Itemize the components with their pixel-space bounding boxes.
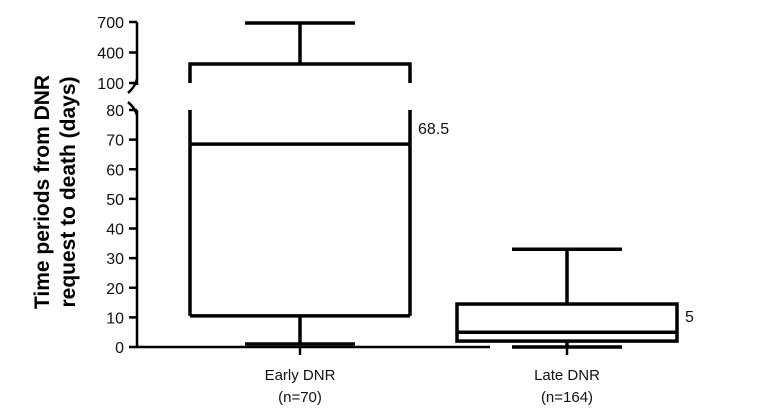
y-axis-label-line-1: Time periods from DNR (31, 75, 54, 309)
y-tick-label: 40 (106, 222, 124, 239)
x-category-label: Late DNR (534, 367, 600, 384)
x-category-n-label: (n=164) (541, 389, 593, 406)
y-tick-label: 10 (106, 310, 124, 327)
y-tick-label: 50 (106, 192, 124, 209)
y-tick-label: 400 (97, 46, 124, 63)
y-tick-label: 100 (97, 76, 124, 93)
axis-break-mark-upper (127, 78, 139, 94)
y-tick-label: 60 (106, 162, 124, 179)
axis-break-mark-lower (127, 101, 139, 116)
box-q3-bracket (188, 62, 412, 83)
y-tick-label: 700 (97, 15, 124, 32)
y-tick-label: 70 (106, 133, 124, 150)
y-tick-label: 20 (106, 281, 124, 298)
y-tick-label: 0 (115, 340, 124, 357)
median-label: 68.5 (418, 121, 449, 138)
x-category-n-label: (n=70) (278, 389, 322, 406)
x-category-label: Early DNR (265, 367, 336, 384)
y-axis-label-line-2: request to death (days) (57, 76, 80, 307)
y-tick-label: 30 (106, 251, 124, 268)
y-tick-label: 80 (106, 103, 124, 120)
median-label: 5 (685, 309, 694, 326)
box-iqr (455, 302, 679, 343)
